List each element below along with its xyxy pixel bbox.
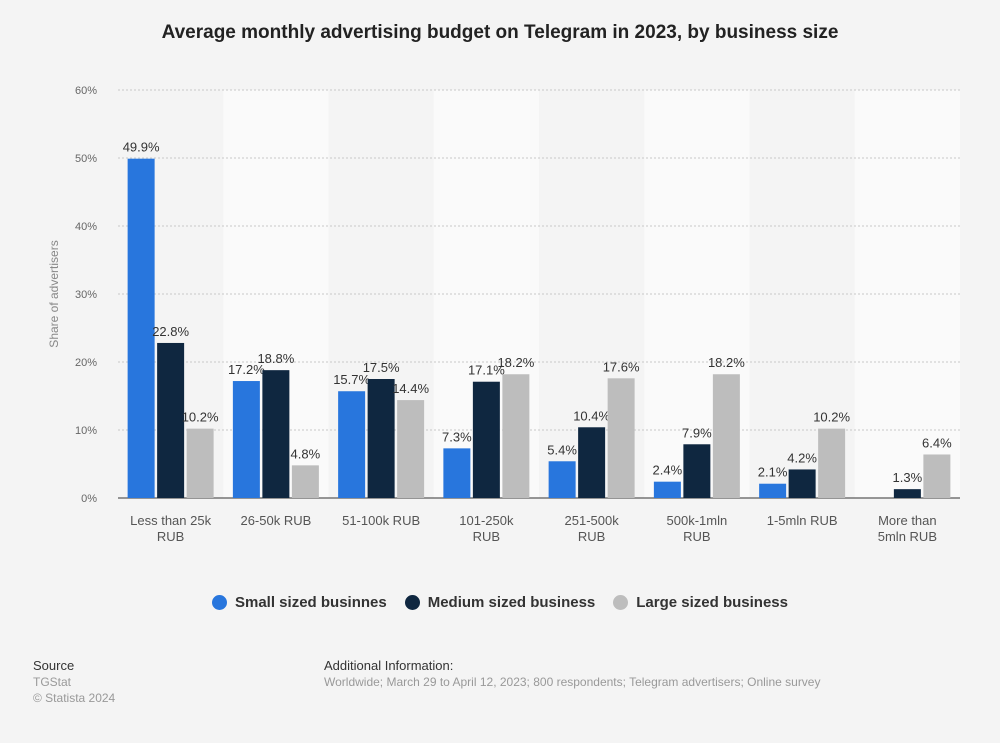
bar [683,444,711,498]
bar [548,461,576,498]
bar [818,428,846,498]
data-label: 6.4% [922,435,952,450]
legend-label: Small sized businnes [235,594,387,611]
bar [262,370,290,498]
legend: Small sized businnes Medium sized busine… [0,594,1000,611]
x-tick-label: 26-50k RUB [240,513,311,528]
y-tick-label: 0% [81,493,97,505]
data-label: 7.3% [442,429,472,444]
data-label: 17.2% [228,362,265,377]
bar [291,465,319,498]
y-tick-label: 10% [75,425,97,437]
source-link[interactable]: TGStat [33,675,72,689]
bar [578,427,606,498]
x-tick-label: 500k-1mln [667,513,728,528]
x-tick-label: RUB [157,529,184,544]
bar [607,378,635,498]
legend-dot-medium [404,595,420,610]
legend-label: Medium sized business [427,594,596,611]
source-block: Source TGStat © Statista 2024 [33,658,115,706]
bar [338,391,366,498]
x-tick-label: Less than 25k [130,513,211,528]
bar [157,342,185,498]
x-tick-label: 1-5mln RUB [767,513,838,528]
data-label: 1.3% [893,470,923,485]
legend-label: Large sized business [636,594,788,611]
copyright: © Statista 2024 [33,691,116,705]
bar [443,448,471,498]
bar [127,158,155,498]
bar [186,428,214,498]
x-tick-label: 51-100k RUB [342,513,420,528]
info-heading: Additional Information: [324,658,454,673]
data-label: 49.9% [123,140,160,155]
source-heading: Source [33,658,75,673]
bar [788,469,816,498]
x-tick-label: 5mln RUB [878,529,937,544]
data-label: 2.1% [758,465,788,480]
bar [397,400,425,498]
data-label: 22.8% [152,324,189,339]
x-tick-label: 251-500k [565,513,620,528]
info-text: Worldwide; March 29 to April 12, 2023; 8… [324,675,821,689]
x-tick-label: RUB [683,529,710,544]
data-label: 7.9% [682,425,712,440]
data-label: 14.4% [392,381,429,396]
y-tick-label: 60% [75,85,97,97]
legend-dot-large [613,595,629,610]
bar-chart: 0% 10% 20% 30% 40% 50% 60% Share of advertisers… [47,85,960,544]
bar [472,381,500,498]
bar [653,481,681,498]
y-tick-label: 50% [75,153,97,165]
chart-title: Average monthly advertising budget on Te… [161,22,839,43]
data-label: 17.5% [363,360,400,375]
x-tick-label: 101-250k [459,513,514,528]
data-label: 4.2% [787,450,817,465]
data-label: 17.1% [468,363,505,378]
data-label: 2.4% [653,463,683,478]
data-label: 18.2% [708,355,745,370]
bar [502,374,530,498]
y-tick-label: 20% [75,357,97,369]
legend-item-medium[interactable]: Medium sized business [404,594,596,611]
data-label: 10.4% [573,408,610,423]
bar [712,374,740,498]
legend-item-large[interactable]: Large sized business [613,594,788,611]
legend-dot-small [212,595,227,610]
bar [759,483,787,498]
data-label: 18.2% [497,355,534,370]
data-label: 4.8% [291,446,321,461]
x-tick-label: More than [878,513,937,528]
x-tick-label: RUB [473,529,500,544]
data-label: 18.8% [257,351,294,366]
x-tick-label: RUB [578,529,605,544]
data-label: 17.6% [603,359,640,374]
bar [893,489,921,498]
bar [367,379,395,498]
data-label: 10.2% [182,410,219,425]
bar [923,454,951,498]
bar [232,381,260,498]
legend-item-small[interactable]: Small sized businnes [212,594,387,611]
additional-info-block: Additional Information: Worldwide; March… [324,658,820,690]
data-label: 15.7% [333,372,370,387]
y-axis-label: Share of advertisers [47,240,61,347]
y-tick-label: 40% [75,221,97,233]
data-label: 5.4% [547,442,577,457]
data-label: 10.2% [813,410,850,425]
y-tick-label: 30% [75,289,97,301]
